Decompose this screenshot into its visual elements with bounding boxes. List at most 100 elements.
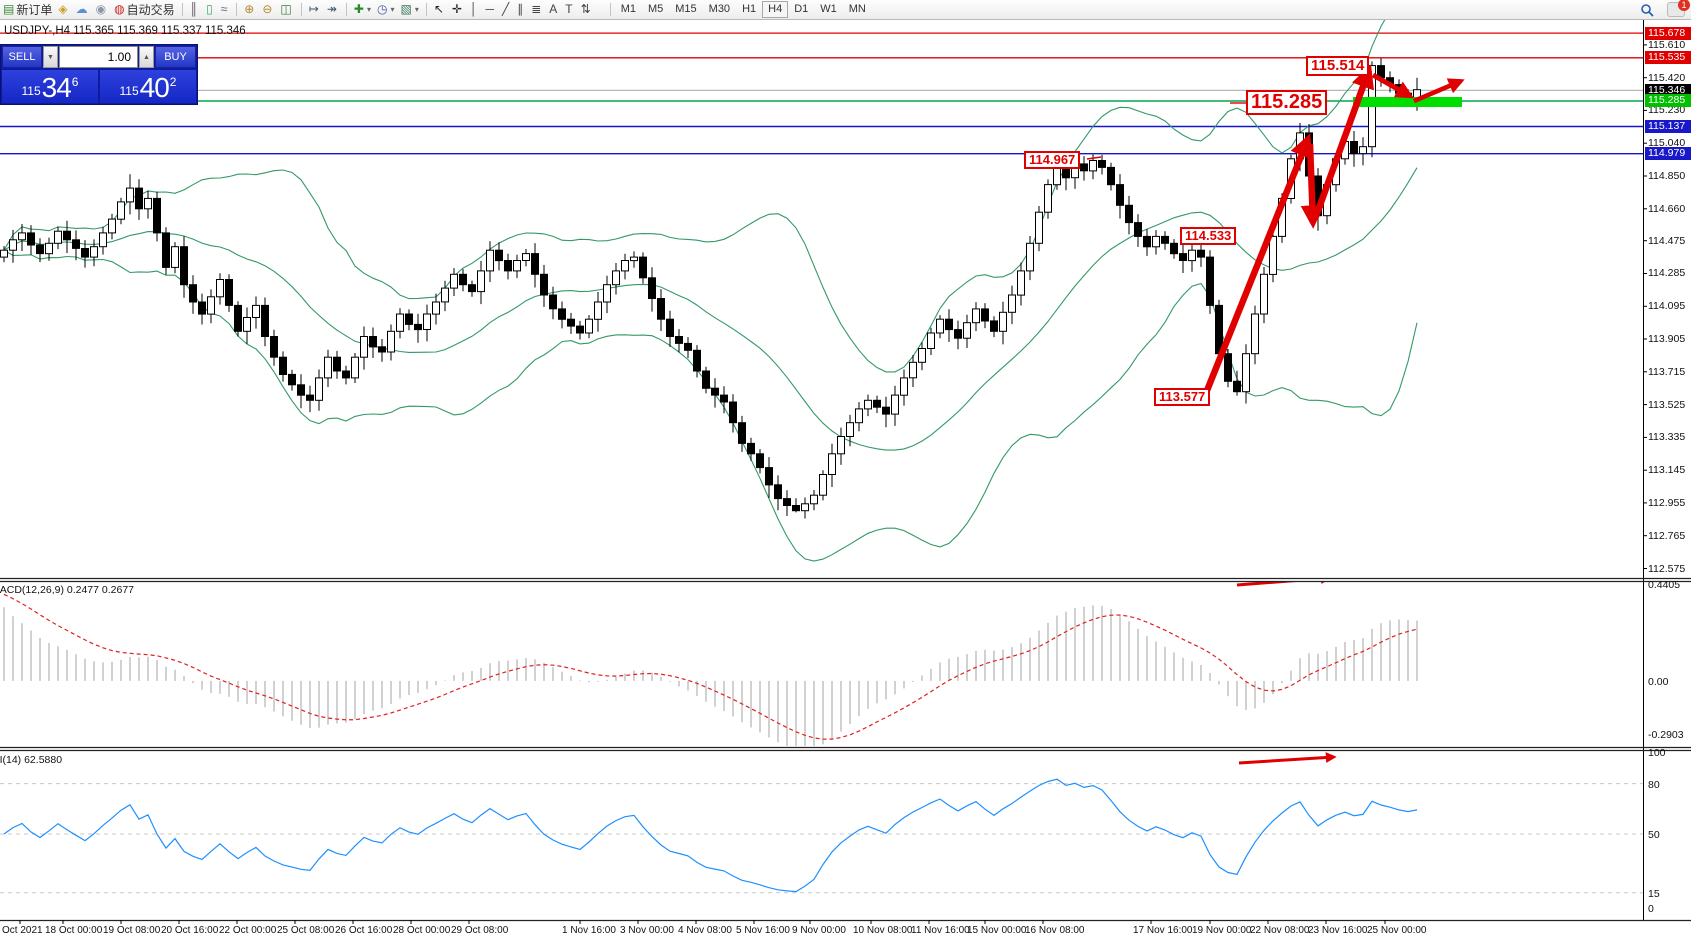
toolbar-separator bbox=[425, 3, 427, 16]
price-axis-tick: 113.905 bbox=[1648, 333, 1686, 345]
vertical-line-icon[interactable]: │ bbox=[469, 2, 478, 16]
toolbar-separator bbox=[236, 3, 238, 16]
zoom-in-icon[interactable]: ⊕ bbox=[244, 2, 255, 16]
price-axis-tick: 115.420 bbox=[1648, 72, 1686, 84]
fibonacci-icon[interactable]: ≣ bbox=[531, 2, 542, 16]
time-axis-label: Oct 2021 bbox=[2, 925, 43, 936]
sell-price-big: 34 bbox=[41, 72, 72, 103]
trendline-icon[interactable]: ╱ bbox=[501, 2, 510, 16]
community-cloud-icon[interactable]: ☁ bbox=[75, 2, 88, 16]
buy-button[interactable]: BUY bbox=[155, 46, 196, 68]
rsi-axis-tick: 15 bbox=[1648, 888, 1660, 900]
buy-price-prefix: 115 bbox=[119, 84, 139, 98]
candlestick-chart-icon[interactable]: ▯ bbox=[206, 2, 213, 16]
new-order-button[interactable]: ▤ 新订单 bbox=[3, 2, 53, 17]
price-line-badge: 115.137 bbox=[1645, 120, 1691, 133]
signals-icon[interactable]: ◉ bbox=[95, 2, 107, 16]
time-axis-label: 5 Nov 16:00 bbox=[736, 925, 790, 936]
macd-indicator-label: MACD(12,26,9) 0.2477 0.2677 bbox=[0, 584, 135, 596]
time-axis-label: 4 Nov 08:00 bbox=[678, 925, 732, 936]
volume-decrease-button[interactable]: ▼ bbox=[43, 46, 58, 68]
time-axis-label: 17 Nov 16:00 bbox=[1133, 925, 1193, 936]
price-axis-tick: 115.610 bbox=[1648, 39, 1686, 51]
volume-input[interactable] bbox=[59, 46, 138, 68]
timeframe-button-m1[interactable]: M1 bbox=[620, 3, 636, 15]
price-axis-tick: 113.335 bbox=[1648, 431, 1686, 443]
timeframe-button-m15[interactable]: M15 bbox=[675, 3, 697, 15]
price-axis-tick: 112.955 bbox=[1648, 497, 1686, 509]
chart-autoscroll-icon[interactable]: ↠ bbox=[326, 2, 337, 16]
macd-axis-tick: 0.4405 bbox=[1648, 579, 1681, 591]
volume-increase-button[interactable]: ▲ bbox=[139, 46, 154, 68]
price-axis-tick: 114.285 bbox=[1648, 267, 1686, 279]
timeframe-button-m30[interactable]: M30 bbox=[708, 3, 731, 15]
toolbar-separator bbox=[345, 3, 347, 16]
price-annotation-label[interactable]: 115.514 bbox=[1306, 56, 1370, 76]
cursor-icon[interactable]: ↖ bbox=[433, 2, 444, 16]
time-axis-label: 28 Oct 00:00 bbox=[393, 925, 451, 936]
price-annotation-label[interactable]: 115.285 bbox=[1246, 90, 1328, 115]
time-axis-label: 22 Oct 00:00 bbox=[219, 925, 277, 936]
toolbar-separator bbox=[609, 3, 611, 16]
price-line-badge: 115.678 bbox=[1645, 27, 1691, 40]
auto-trading-button[interactable]: ◍ 自动交易 bbox=[114, 2, 175, 17]
time-axis-label: 25 Nov 00:00 bbox=[1367, 925, 1427, 936]
price-axis-tick: 115.040 bbox=[1648, 137, 1686, 149]
price-annotation-label[interactable]: 114.967 bbox=[1024, 151, 1081, 169]
time-axis-label: 23 Nov 16:00 bbox=[1308, 925, 1368, 936]
time-axis-label: 19 Oct 08:00 bbox=[103, 925, 161, 936]
periods-icon[interactable]: ◷ ▾ bbox=[376, 2, 395, 16]
zoom-out-icon[interactable]: ⊖ bbox=[262, 2, 273, 16]
notification-icon[interactable]: 1 bbox=[1667, 0, 1690, 17]
time-axis-label: 20 Oct 16:00 bbox=[161, 925, 219, 936]
rsi-axis-tick: 50 bbox=[1648, 829, 1660, 841]
time-axis-label: 25 Oct 08:00 bbox=[277, 925, 335, 936]
text-label-icon[interactable]: T bbox=[565, 2, 573, 16]
price-axis-tick: 114.660 bbox=[1648, 203, 1686, 215]
equidistant-channel-icon[interactable]: ∥ bbox=[517, 2, 524, 16]
time-axis-label: 1 Nov 16:00 bbox=[562, 925, 616, 936]
tile-windows-icon[interactable]: ◫ bbox=[280, 2, 292, 16]
rsi-indicator-label: RSI(14) 62.5880 bbox=[0, 754, 63, 766]
timeframe-button-h4[interactable]: H4 bbox=[762, 1, 789, 18]
buy-price[interactable]: 115 40 2 bbox=[100, 70, 196, 103]
arrows-icon[interactable]: ⇅ bbox=[580, 2, 591, 16]
time-axis-label: 16 Nov 08:00 bbox=[1025, 925, 1085, 936]
price-axis-tick: 115.230 bbox=[1648, 104, 1686, 116]
crosshair-icon[interactable]: ✛ bbox=[451, 2, 462, 16]
buy-price-big: 40 bbox=[139, 72, 170, 103]
toolbar-separator bbox=[181, 3, 183, 16]
template-icon[interactable]: ▧ ▾ bbox=[400, 2, 419, 16]
price-axis-tick: 113.525 bbox=[1648, 399, 1686, 411]
sell-button[interactable]: SELL bbox=[2, 46, 42, 68]
timeframe-button-mn[interactable]: MN bbox=[848, 3, 866, 15]
text-icon[interactable]: A bbox=[549, 2, 558, 16]
add-indicator-icon[interactable]: ✚ ▾ bbox=[353, 2, 371, 16]
time-axis-label: 15 Nov 00:00 bbox=[967, 925, 1027, 936]
time-axis-label: 29 Oct 08:00 bbox=[451, 925, 509, 936]
bar-chart-icon[interactable]: ║ bbox=[189, 2, 199, 16]
horizontal-line-icon[interactable]: ─ bbox=[485, 2, 494, 16]
chart-shift-icon[interactable]: ↦ bbox=[308, 2, 319, 16]
search-icon[interactable] bbox=[1637, 1, 1657, 18]
rsi-axis-tick: 80 bbox=[1648, 779, 1660, 791]
price-annotation-label[interactable]: 113.577 bbox=[1154, 388, 1211, 406]
rsi-axis-tick: 0 bbox=[1648, 903, 1654, 915]
toolbar-separator bbox=[300, 3, 302, 16]
line-chart-icon[interactable]: ≈ bbox=[220, 2, 228, 16]
timeframe-button-w1[interactable]: W1 bbox=[820, 3, 837, 15]
macd-axis-tick: 0.00 bbox=[1648, 676, 1669, 688]
timeframe-button-m5[interactable]: M5 bbox=[647, 3, 664, 15]
sell-price[interactable]: 115 34 6 bbox=[2, 70, 98, 103]
time-axis-label: 18 Oct 00:00 bbox=[45, 925, 103, 936]
profiles-icon[interactable]: ◈ bbox=[58, 2, 68, 16]
price-line-badge: 115.346 bbox=[1645, 84, 1691, 97]
price-annotation-label[interactable]: 114.533 bbox=[1180, 227, 1237, 245]
timeframe-button-h1[interactable]: H1 bbox=[742, 3, 757, 15]
price-axis-tick: 114.475 bbox=[1648, 235, 1686, 247]
timeframe-button-d1[interactable]: D1 bbox=[794, 3, 809, 15]
time-axis-label: 3 Nov 00:00 bbox=[620, 925, 674, 936]
